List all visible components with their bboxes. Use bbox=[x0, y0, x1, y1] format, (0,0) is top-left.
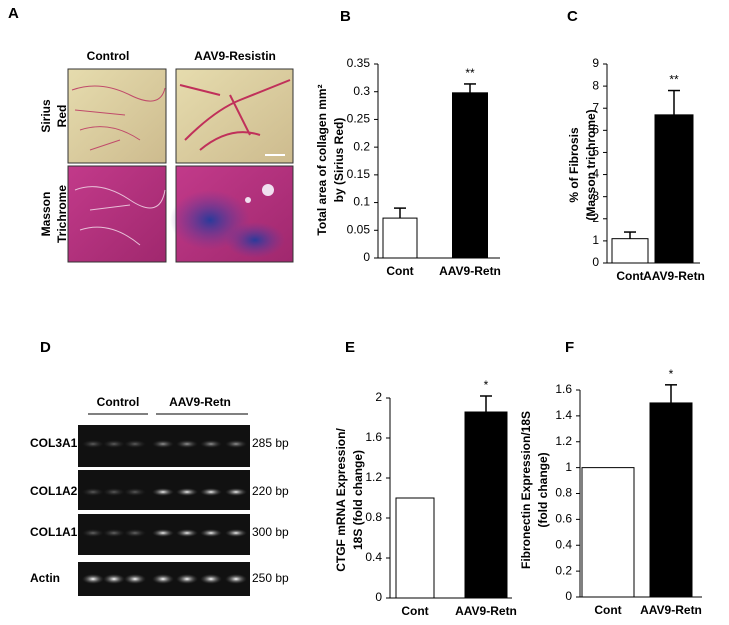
panel-letter: B bbox=[340, 8, 351, 25]
y-tick-label: 0 bbox=[375, 590, 382, 604]
y-axis-label: Fibronectin Expression/18S (fold change) bbox=[519, 411, 550, 569]
x-tick-label: Cont bbox=[616, 269, 643, 283]
panel-letter: A bbox=[8, 5, 19, 22]
y-tick-label: 0.2 bbox=[555, 563, 572, 577]
y-tick-label: 9 bbox=[592, 56, 599, 70]
y-tick-label: 1 bbox=[565, 460, 572, 474]
significance: ** bbox=[669, 73, 679, 87]
significance: * bbox=[669, 367, 674, 381]
y-tick-label: 0 bbox=[592, 255, 599, 269]
column-label: AAV9-Resistin bbox=[194, 49, 276, 63]
bar-chart: F Fibronectin Expression/18S (fold change)… bbox=[519, 339, 702, 617]
size-label: 220 bp bbox=[252, 484, 289, 498]
size-label: 300 bp bbox=[252, 525, 289, 539]
y-tick-label: 0.05 bbox=[347, 222, 371, 236]
y-axis-label: CTGF mRNA Expression/18S (fold change) bbox=[334, 428, 365, 572]
error-bar bbox=[624, 231, 636, 239]
bar bbox=[395, 497, 435, 599]
bar bbox=[581, 467, 635, 598]
panel-letter: F bbox=[565, 339, 574, 356]
y-tick-label: 0.8 bbox=[555, 486, 572, 500]
y-tick-label: 0.25 bbox=[347, 112, 371, 126]
row-label: Masson Trichrome bbox=[39, 185, 69, 243]
y-tick-label: 0.2 bbox=[353, 139, 370, 153]
size-label: 285 bp bbox=[252, 436, 289, 450]
y-tick-label: 1.4 bbox=[555, 408, 572, 422]
y-tick-label: 0 bbox=[363, 250, 370, 264]
significance: ** bbox=[465, 66, 475, 80]
y-tick-label: 3 bbox=[592, 189, 599, 203]
gene-label: COL3A1 bbox=[30, 436, 78, 450]
bar bbox=[382, 217, 418, 259]
x-tick-label: Cont bbox=[594, 603, 621, 617]
bar bbox=[611, 238, 649, 264]
y-tick-label: 8 bbox=[592, 78, 599, 92]
y-tick-label: 1.6 bbox=[365, 430, 382, 444]
y-tick-label: 0 bbox=[565, 589, 572, 603]
y-axis-label: % of Fibrosis (Masson trichrome) bbox=[567, 109, 598, 220]
x-tick-label: AAV9-Retn bbox=[455, 604, 517, 618]
y-tick-label: 5 bbox=[592, 145, 599, 159]
significance: * bbox=[484, 378, 489, 392]
y-tick-label: 0.4 bbox=[555, 537, 572, 551]
y-tick-label: 1.2 bbox=[365, 470, 382, 484]
bar-charts: B Total area of collagen mm² by (Sirius Re… bbox=[315, 8, 705, 618]
x-tick-label: AAV9-Retn bbox=[643, 269, 705, 283]
error-bar bbox=[394, 207, 406, 219]
bar bbox=[464, 411, 508, 599]
size-label: 250 bp bbox=[252, 571, 289, 585]
gene-label: Actin bbox=[30, 571, 60, 585]
gene-label: COL1A1 bbox=[30, 525, 78, 539]
y-tick-label: 0.15 bbox=[347, 167, 371, 181]
column-label: Control bbox=[87, 49, 130, 63]
bar bbox=[649, 402, 693, 598]
gel-image: COL3A1 285 bp COL1A2 220 bp COL1A1 300 bp Acti… bbox=[30, 425, 289, 596]
y-tick-label: 2 bbox=[375, 390, 382, 404]
x-tick-label: AAV9-Retn bbox=[439, 264, 501, 278]
bar bbox=[654, 114, 694, 264]
y-tick-label: 0.35 bbox=[347, 56, 371, 70]
y-tick-label: 0.8 bbox=[365, 510, 382, 524]
error-bar bbox=[665, 384, 677, 403]
panel-letter: C bbox=[567, 8, 578, 25]
y-tick-label: 4 bbox=[592, 167, 599, 181]
panel-letter: E bbox=[345, 339, 355, 356]
error-bar bbox=[464, 83, 476, 93]
x-tick-label: AAV9-Retn bbox=[640, 603, 702, 617]
y-tick-label: 1.6 bbox=[555, 382, 572, 396]
error-bar bbox=[668, 89, 680, 115]
bar bbox=[452, 92, 488, 259]
error-bar bbox=[480, 395, 492, 412]
y-tick-label: 6 bbox=[592, 123, 599, 137]
y-tick-label: 2 bbox=[592, 211, 599, 225]
histology-images bbox=[67, 68, 294, 263]
panel-letter: D bbox=[40, 339, 51, 356]
x-tick-label: Cont bbox=[386, 264, 413, 278]
gene-label: COL1A2 bbox=[30, 484, 78, 498]
y-tick-label: 0.4 bbox=[365, 550, 382, 564]
y-tick-label: 7 bbox=[592, 100, 599, 114]
y-axis-label: Total area of collagen mm² by (Sirius Red… bbox=[315, 84, 346, 235]
x-tick-label: Cont bbox=[401, 604, 428, 618]
y-tick-label: 1.2 bbox=[555, 434, 572, 448]
group-label: AAV9-Retn bbox=[169, 395, 231, 409]
row-label: Sirius Red bbox=[39, 99, 69, 133]
y-tick-label: 0.1 bbox=[353, 195, 370, 209]
bar-chart: B Total area of collagen mm² by (Sirius Re… bbox=[315, 8, 501, 278]
group-label: Control bbox=[97, 395, 140, 409]
bar-chart: C % of Fibrosis (Masson trichrome) 0 1 2 3 4 5 6 7… bbox=[567, 8, 705, 283]
y-tick-label: 1 bbox=[592, 233, 599, 247]
y-tick-label: 0.3 bbox=[353, 84, 370, 98]
y-tick-label: 0.6 bbox=[555, 512, 572, 526]
